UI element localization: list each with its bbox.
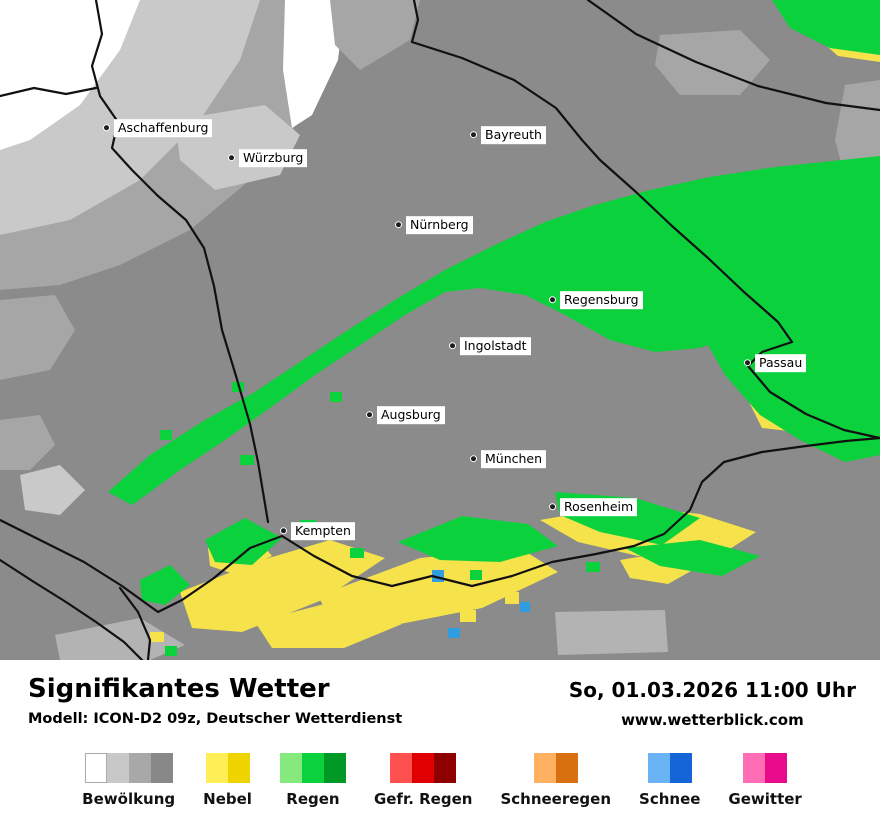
legend-swatch (128, 753, 151, 783)
legend-label: Gefr. Regen (373, 790, 473, 808)
legend-group: Schnee (639, 753, 700, 808)
legend-swatch (743, 753, 766, 783)
legend-swatches (647, 753, 692, 783)
legend-swatch (227, 753, 250, 783)
legend-swatch (647, 753, 670, 783)
legend-group: Gewitter (728, 753, 802, 808)
legend-swatches (533, 753, 578, 783)
legend-swatch (555, 753, 578, 783)
legend-group: Nebel (203, 753, 252, 808)
legend-swatches (205, 753, 250, 783)
legend-group: Gefr. Regen (373, 753, 473, 808)
legend-swatches (390, 753, 457, 783)
legend: Bewölkung Nebel Regen Gefr. Regen Schneerege… (28, 753, 856, 808)
legend-swatches (84, 753, 173, 783)
model-info: Modell: ICON-D2 09z, Deutscher Wetterdie… (28, 711, 403, 727)
footer: Signifikantes Wetter Modell: ICON-D2 09z… (0, 660, 880, 808)
legend-group: Regen (279, 753, 346, 808)
legend-swatch (533, 753, 556, 783)
legend-swatch (84, 753, 107, 783)
legend-swatch (412, 753, 435, 783)
legend-label: Schnee (639, 790, 701, 808)
legend-label: Gewitter (728, 790, 802, 808)
legend-swatch (279, 753, 302, 783)
legend-swatch (390, 753, 413, 783)
legend-swatch (150, 753, 173, 783)
border-layer (0, 0, 880, 660)
rain-layer (108, 0, 880, 656)
weather-map-canvas (0, 0, 880, 660)
cloud-light-layer (0, 0, 880, 660)
legend-swatch (434, 753, 457, 783)
page-title: Signifikantes Wetter (28, 674, 330, 704)
legend-label: Schneeregen (500, 790, 612, 808)
legend-swatches (279, 753, 346, 783)
website-label: www.wetterblick.com (621, 711, 804, 729)
legend-label: Bewölkung (82, 790, 176, 808)
legend-label: Regen (286, 790, 340, 808)
weather-map: Aschaffenburg Würzburg Bayreuth Nürnberg Reg… (0, 0, 880, 660)
legend-group: Schneeregen (500, 753, 611, 808)
legend-swatch (323, 753, 346, 783)
datetime-label: So, 01.03.2026 11:00 Uhr (568, 678, 856, 702)
legend-swatch (765, 753, 788, 783)
legend-swatch (106, 753, 129, 783)
legend-swatch (301, 753, 324, 783)
legend-swatch (205, 753, 228, 783)
legend-label: Nebel (203, 790, 252, 808)
legend-swatches (743, 753, 788, 783)
legend-swatch (669, 753, 692, 783)
legend-group: Bewölkung (82, 753, 175, 808)
